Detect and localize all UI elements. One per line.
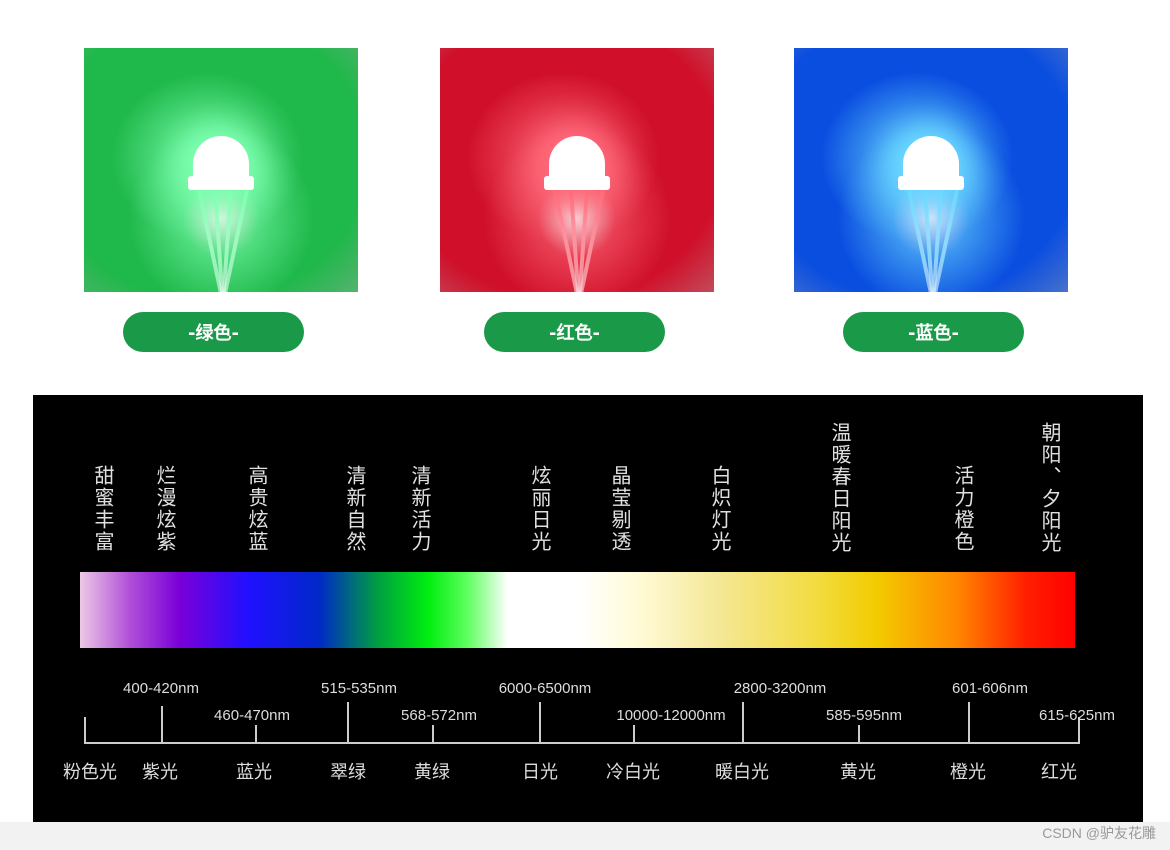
- spectrum-descriptor: 清新自然: [343, 465, 367, 553]
- axis-tick: [84, 717, 86, 744]
- footer: [0, 822, 1170, 850]
- spectrum-bar: [80, 572, 1075, 648]
- spectrum-descriptor: 白炽灯光: [708, 465, 732, 553]
- wavelength-label: 10000-12000nm: [616, 707, 726, 724]
- spectrum-descriptor: 高贵炫蓝: [245, 465, 269, 553]
- wavelength-label: 6000-6500nm: [498, 680, 592, 697]
- spectrum-descriptor: 甜蜜丰富: [91, 465, 115, 553]
- green-label: -绿色-: [123, 312, 304, 352]
- light-name: 黄光: [840, 762, 876, 783]
- light-name: 粉色光: [63, 762, 117, 783]
- red-led-photo: [440, 48, 714, 292]
- led-base: [544, 176, 610, 190]
- blue-label: -蓝色-: [843, 312, 1024, 352]
- light-name: 日光: [522, 762, 558, 783]
- wavelength-label: 2800-3200nm: [733, 680, 827, 697]
- spectrum-panel: 甜蜜丰富 烂漫炫紫 高贵炫蓝 清新自然 清新活力 炫丽日光 晶莹剔透 白炽灯光 …: [33, 395, 1143, 822]
- spectrum-descriptor: 炫丽日光: [528, 465, 552, 553]
- axis-tick: [858, 725, 860, 744]
- led-base: [898, 176, 964, 190]
- axis-tick: [633, 725, 635, 744]
- watermark: CSDN @驴友花雕: [1042, 825, 1156, 841]
- spectrum-descriptor: 清新活力: [408, 465, 432, 553]
- wavelength-label: 460-470nm: [214, 707, 290, 724]
- light-name: 红光: [1041, 762, 1077, 783]
- green-led-photo: [84, 48, 358, 292]
- wavelength-label: 400-420nm: [123, 680, 199, 697]
- axis-tick: [539, 702, 541, 744]
- light-name: 橙光: [950, 762, 986, 783]
- light-name: 冷白光: [606, 762, 660, 783]
- spectrum-descriptor: 活力橙色: [951, 465, 975, 553]
- axis-tick: [161, 706, 163, 744]
- light-name: 黄绿: [414, 762, 450, 783]
- spectrum-axis: [84, 742, 1079, 744]
- axis-tick: [968, 702, 970, 744]
- light-name: 翠绿: [330, 762, 366, 783]
- blue-led-photo: [794, 48, 1068, 292]
- red-label: -红色-: [484, 312, 665, 352]
- led-base: [188, 176, 254, 190]
- axis-tick: [432, 725, 434, 744]
- wavelength-label: 601-606nm: [952, 680, 1028, 697]
- axis-tick: [255, 725, 257, 744]
- axis-tick: [742, 702, 744, 744]
- spectrum-descriptor: 烂漫炫紫: [153, 465, 177, 553]
- wavelength-label: 515-535nm: [321, 680, 397, 697]
- wavelength-label: 568-572nm: [401, 707, 477, 724]
- light-name: 暖白光: [715, 762, 769, 783]
- spectrum-descriptor: 朝阳、夕阳光: [1038, 422, 1062, 554]
- wavelength-label: 615-625nm: [1039, 707, 1115, 724]
- spectrum-descriptor: 晶莹剔透: [608, 465, 632, 553]
- spectrum-descriptor: 温暖春日阳光: [828, 422, 852, 554]
- axis-tick: [347, 702, 349, 744]
- axis-tick: [1078, 717, 1080, 744]
- light-name: 紫光: [142, 762, 178, 783]
- wavelength-label: 585-595nm: [826, 707, 902, 724]
- light-name: 蓝光: [236, 762, 272, 783]
